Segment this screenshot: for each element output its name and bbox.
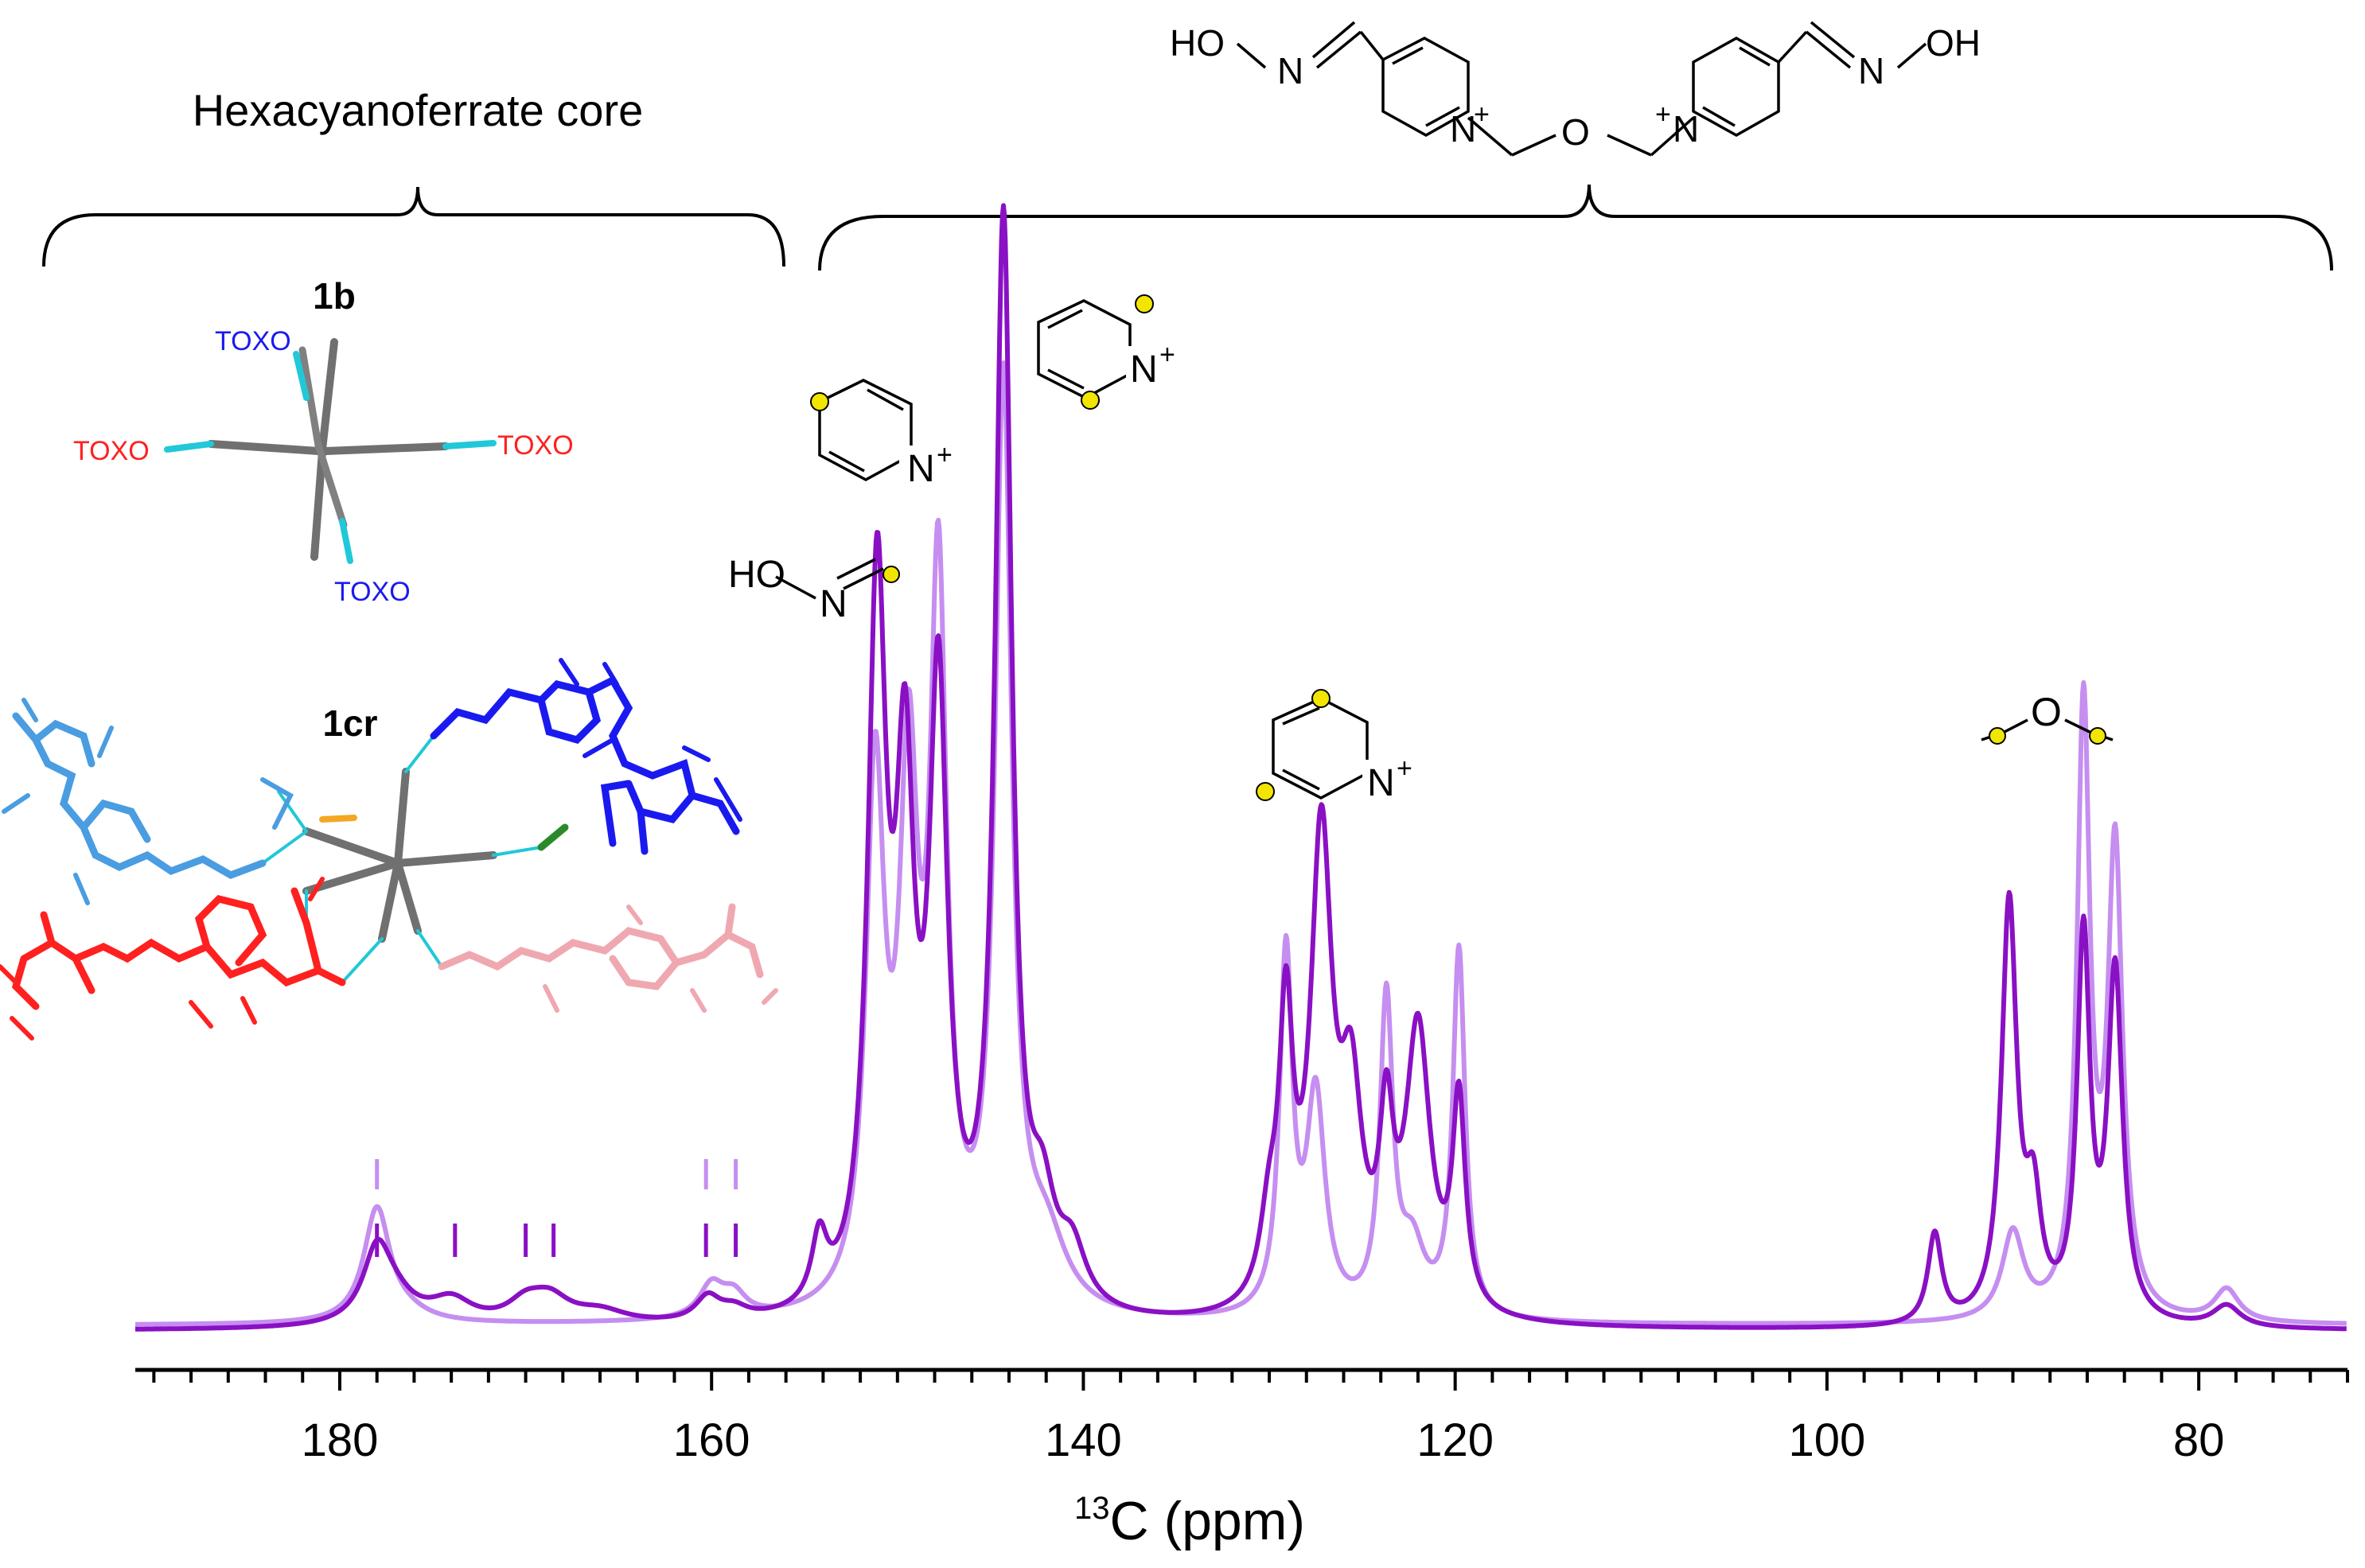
toxo-right-label: TOXO: [497, 430, 574, 461]
ring-c-carbon-marker-2: [1256, 782, 1275, 801]
x-tick-label: 120: [1416, 1414, 1494, 1466]
ring-b-carbon-marker-2: [1081, 391, 1100, 410]
oxime-ho-label: HO: [728, 554, 785, 596]
ring-c-n-label: N: [1367, 762, 1395, 804]
molecule-n-left: N: [1277, 50, 1303, 91]
annotation-ring-c4: N +: [810, 379, 953, 490]
reference-ticks: [375, 1159, 738, 1257]
molecule-n-plus-right: N: [1673, 108, 1699, 150]
ring-b-n-label: N: [1130, 348, 1158, 391]
series-light-trace: [135, 360, 2347, 1327]
molecule-labels: HO N N + O + N N OH: [1170, 22, 1981, 153]
x-ticks: 180 160 140 120 100 80: [152, 1370, 2349, 1466]
oxime-n-label: N: [820, 583, 847, 625]
annotation-ether: O: [1981, 690, 2114, 745]
x-axis-label: 13C (ppm): [1074, 1491, 1305, 1551]
ring-c-carbon-marker-1: [1311, 689, 1331, 708]
core-section-brace: [42, 186, 785, 267]
structure-1b: 1b TOXO TOXO TOXO TOXO: [73, 275, 574, 607]
x-tick-label: 100: [1788, 1414, 1865, 1466]
core-section-label: Hexacyanoferrate core: [193, 85, 644, 135]
x-tick-label: 80: [2173, 1414, 2225, 1466]
molecule-plus-left: +: [1474, 99, 1490, 130]
x-tick-label: 140: [1045, 1414, 1122, 1466]
annotation-ring-c2: N +: [1037, 294, 1175, 410]
ring-a-n-label: N: [907, 448, 935, 490]
series-dark-trace: [135, 203, 2347, 1332]
annotation-oxime: HO N: [728, 554, 900, 625]
molecule-plus-right: +: [1655, 99, 1671, 130]
x-tick-label: 180: [302, 1414, 379, 1466]
molecule-oh-right: OH: [1926, 22, 1981, 64]
x-tick-label: 160: [673, 1414, 750, 1466]
toxo-bottom-label: TOXO: [334, 577, 411, 607]
ether-carbon-marker-2: [2089, 727, 2106, 745]
molecule-o-center: O: [1561, 111, 1590, 153]
ring-c-plus-label: +: [1397, 753, 1412, 784]
label-1cr: 1cr: [322, 702, 377, 744]
ring-a-carbon-marker: [810, 392, 829, 411]
toxo-top-label: TOXO: [215, 326, 291, 356]
plot-area: 180 160 140 120 100 80 13C (ppm): [135, 203, 2349, 1551]
ether-carbon-marker-1: [1989, 727, 2006, 745]
ring-b-plus-label: +: [1159, 340, 1175, 370]
molecule-section-brace: [818, 184, 2333, 271]
molecule-ho-left: HO: [1170, 22, 1225, 64]
annotation-ring-c3: N +: [1256, 689, 1412, 804]
ether-o-label: O: [2031, 690, 2062, 734]
x-axis-label-sup: 13: [1074, 1491, 1110, 1526]
ring-a-plus-label: +: [937, 440, 953, 470]
toxo-left-label: TOXO: [73, 436, 150, 466]
molecule-n-plus-left: N: [1450, 108, 1476, 150]
bis-pyridinium-oxime-structure: [1236, 21, 1927, 157]
molecule-n-right: N: [1858, 50, 1884, 91]
label-1b: 1b: [313, 275, 356, 317]
oxime-carbon-marker: [882, 566, 900, 583]
structure-1cr: 1cr: [0, 658, 778, 1041]
x-axis-label-main: C (ppm): [1109, 1491, 1305, 1551]
ring-b-carbon-marker-1: [1135, 294, 1154, 313]
